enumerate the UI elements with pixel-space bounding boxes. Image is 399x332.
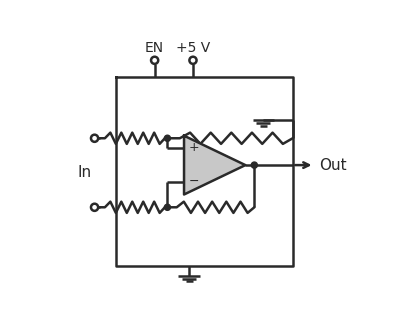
Text: −: −	[188, 175, 199, 188]
Circle shape	[91, 204, 98, 211]
Circle shape	[151, 57, 158, 64]
Circle shape	[91, 135, 98, 142]
Circle shape	[164, 135, 170, 141]
Text: In: In	[78, 165, 92, 180]
Polygon shape	[184, 136, 245, 195]
Text: +5 V: +5 V	[176, 41, 210, 54]
Circle shape	[190, 57, 197, 64]
Text: +: +	[188, 141, 199, 154]
Circle shape	[164, 204, 170, 210]
Text: Out: Out	[320, 158, 347, 173]
Text: EN: EN	[145, 41, 164, 54]
Circle shape	[251, 162, 257, 168]
